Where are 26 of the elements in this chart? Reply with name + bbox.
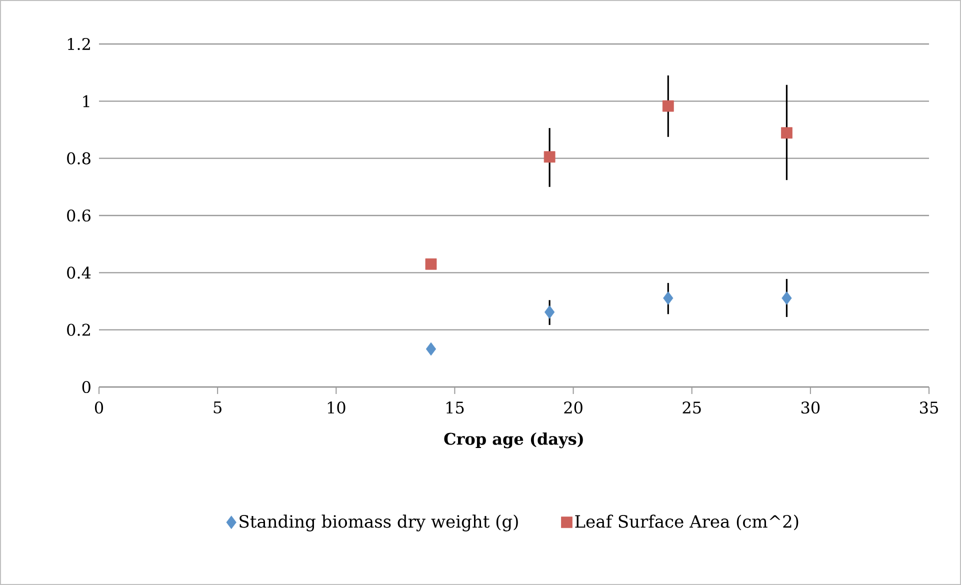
legend-label: Standing biomass dry weight (g) <box>240 514 518 532</box>
x-tick-label: 35 <box>920 402 938 414</box>
y-tick-label: 1.2 <box>68 38 90 50</box>
y-tick-label: 0.8 <box>67 152 90 164</box>
x-tick-label: 25 <box>682 402 701 414</box>
x-tick-label: 0 <box>94 402 104 414</box>
x-tick-label: 20 <box>564 402 582 414</box>
y-tick-label: 0.4 <box>67 266 91 279</box>
y-tick-label: 0.6 <box>67 209 90 222</box>
y-tick-label: 0 <box>82 380 90 394</box>
x-tick-label: 5 <box>214 402 222 414</box>
y-tick-label: 0.2 <box>67 324 90 336</box>
point <box>425 258 437 270</box>
x-tick-label: 15 <box>446 402 464 414</box>
point <box>544 151 556 163</box>
y-tick-label: 1 <box>83 95 90 108</box>
legend-label: Leaf Surface Area (cm^2) <box>575 514 798 530</box>
x-tick-label: 10 <box>328 402 346 414</box>
x-axis-title: Crop age (days) <box>444 432 583 448</box>
x-tick-label: 30 <box>801 402 820 414</box>
point <box>544 305 555 319</box>
point <box>782 291 792 305</box>
point <box>663 291 674 305</box>
point <box>781 127 792 139</box>
point <box>426 342 436 356</box>
point <box>662 100 674 112</box>
